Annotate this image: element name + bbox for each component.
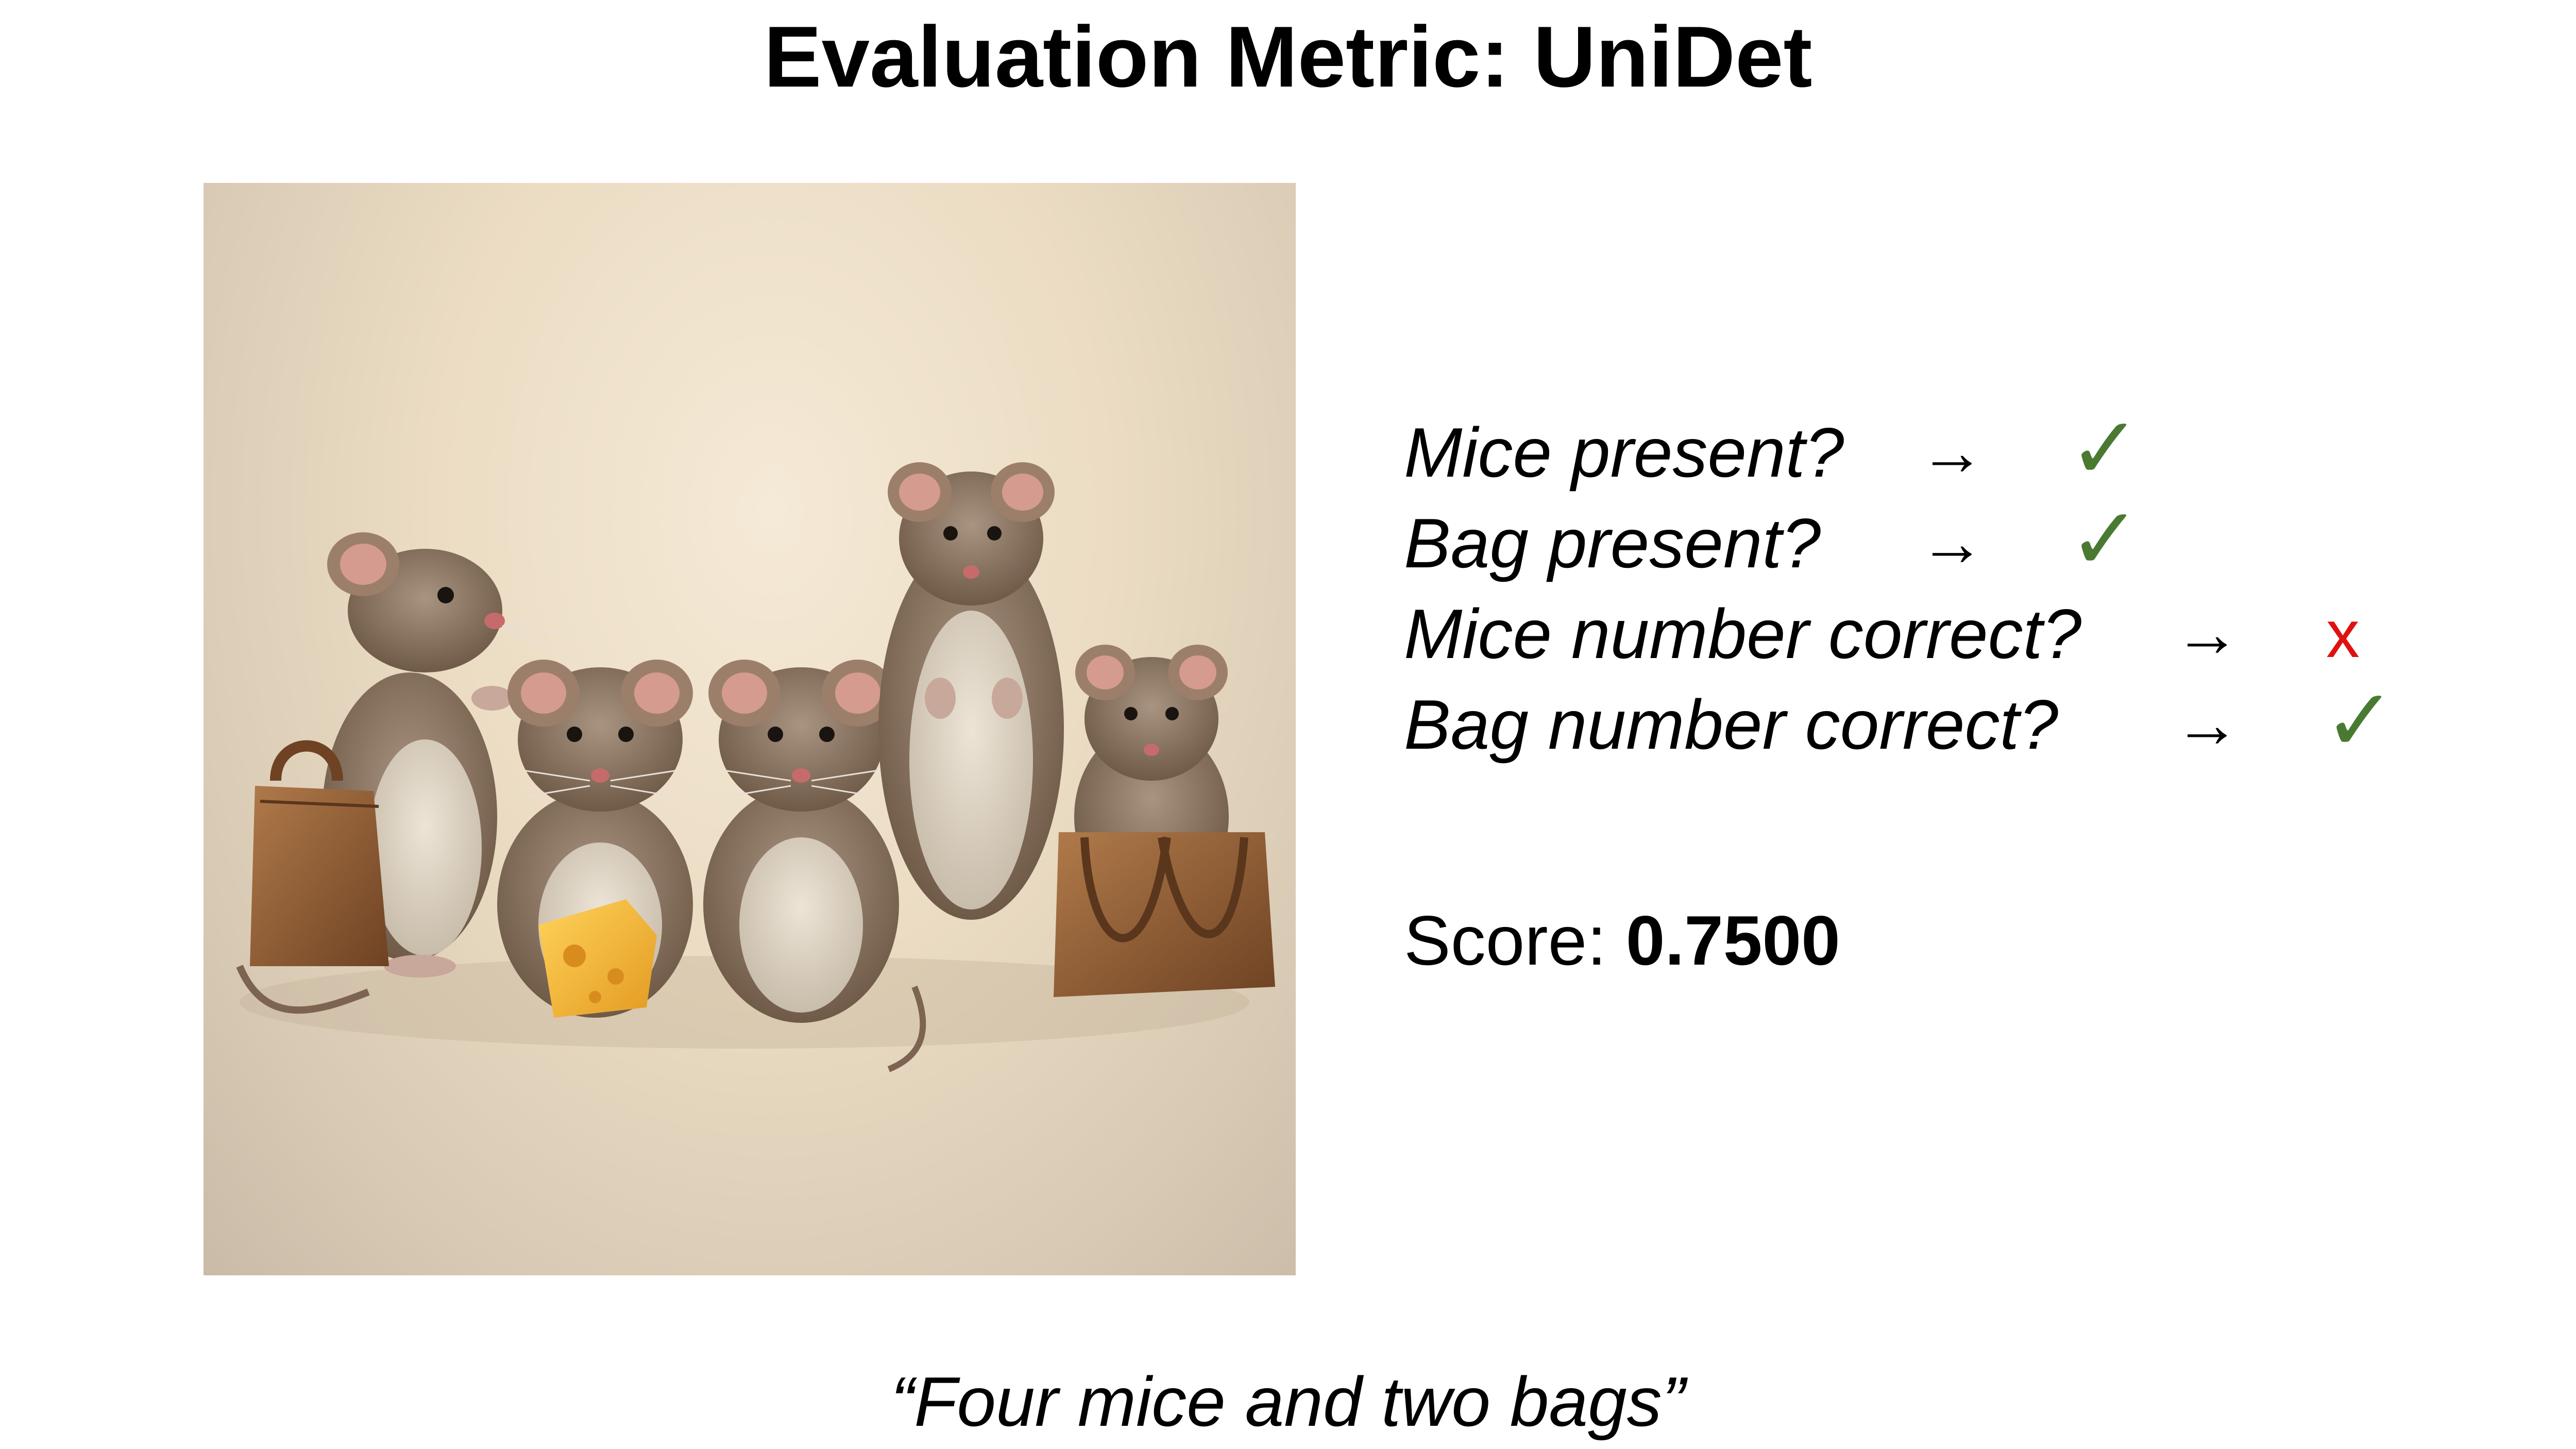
mouse-4 — [878, 462, 1064, 920]
check-row-mice-number: Mice number correct? → x — [1404, 588, 2537, 679]
arrow-right-icon: → — [2174, 687, 2240, 761]
bag-1 — [250, 740, 389, 966]
bag-2 — [1054, 832, 1275, 997]
arrow-right-icon: → — [2174, 597, 2240, 670]
check-question: Bag number correct? — [1404, 685, 2058, 764]
generated-image — [204, 183, 1296, 1275]
check-question: Mice present? — [1404, 413, 1844, 492]
check-row-mice-present: Mice present? → ✓ — [1404, 403, 2537, 498]
arrow-right-icon: → — [1919, 415, 1985, 489]
checkmark-icon: ✓ — [2069, 488, 2141, 589]
check-row-bag-number: Bag number correct? → ✓ — [1404, 675, 2537, 770]
check-row-bag-present: Bag present? → ✓ — [1404, 494, 2537, 588]
arrow-right-icon: → — [1919, 506, 1985, 580]
page-title: Evaluation Metric: UniDet — [764, 8, 1812, 105]
score-value: 0.7500 — [1625, 901, 1840, 980]
check-question: Bag present? — [1404, 504, 1821, 582]
score-label: Score: — [1404, 901, 1626, 980]
check-question: Mice number correct? — [1404, 595, 2082, 673]
cross-icon: x — [2326, 596, 2360, 671]
check-list: Mice present? → ✓ Bag present? → ✓ Mice … — [1404, 403, 2537, 770]
image-caption: “Four mice and two bags” — [891, 1362, 1685, 1441]
checkmark-icon: ✓ — [2069, 398, 2141, 499]
cheese — [538, 899, 657, 1018]
mouse-3 — [703, 660, 926, 1072]
score: Score: 0.7500 — [1404, 894, 1840, 987]
checkmark-icon: ✓ — [2324, 670, 2396, 771]
